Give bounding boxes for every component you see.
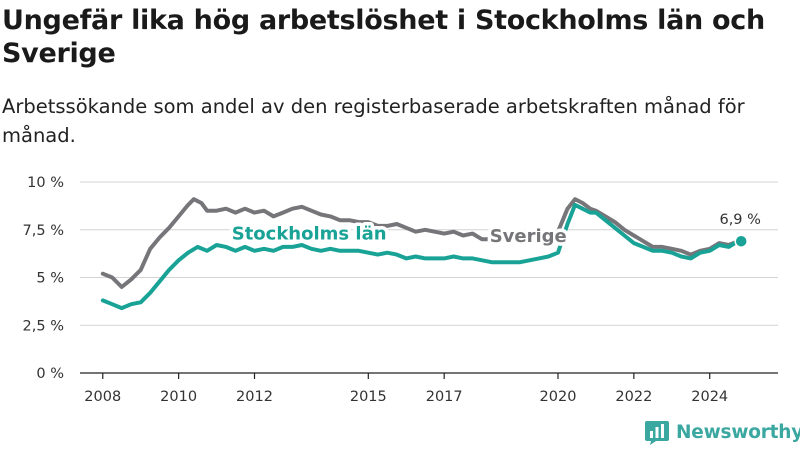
x-axis: 2008 2010 2012 2015 2017 2020 2022 2024 (84, 373, 728, 405)
y-axis-ticks: 0 % 2,5 % 5 % 7,5 % 10 % (23, 175, 64, 382)
series-lines (100, 197, 744, 311)
x-tick-label: 2015 (350, 389, 387, 405)
x-tick-label: 2022 (615, 389, 652, 405)
series-line (100, 197, 744, 289)
x-tick-label: 2024 (691, 389, 728, 405)
series-label-halo: Sverige (490, 226, 567, 247)
brand-name: Newsworthy (676, 421, 800, 443)
end-value-label: 6,9 % (719, 212, 760, 228)
x-tick-label: 2017 (426, 389, 463, 405)
y-tick-label: 2,5 % (23, 318, 64, 334)
series-label: Sverige (490, 226, 567, 247)
end-point-marker (734, 234, 748, 248)
chart-subtitle: Arbetssökande som andel av den registerb… (2, 95, 745, 147)
y-tick-label: 5 % (36, 271, 64, 287)
newsworthy-logo: Newsworthy (644, 418, 800, 446)
x-tick-label: 2020 (540, 389, 577, 405)
gridlines (80, 181, 778, 374)
bar-chart-icon (645, 421, 669, 445)
x-tick-label: 2010 (160, 389, 197, 405)
chart-title: Ungefär lika hög arbetslöshet i Stockhol… (2, 5, 765, 69)
y-tick-label: 7,5 % (23, 223, 64, 239)
x-tick-label: 2012 (236, 389, 273, 405)
annotation: 6,9 % (719, 212, 761, 248)
y-tick-label: 10 % (27, 175, 64, 191)
line-chart: 0 % 2,5 % 5 % 7,5 % 10 % 2008 2010 2012 2015 201… (23, 175, 778, 405)
series-line (100, 202, 744, 311)
x-tick-label: 2008 (84, 389, 121, 405)
y-tick-label: 0 % (36, 366, 64, 382)
series-label: Stockholms län (232, 224, 387, 245)
series-label-halo: Stockholms län (232, 224, 387, 245)
